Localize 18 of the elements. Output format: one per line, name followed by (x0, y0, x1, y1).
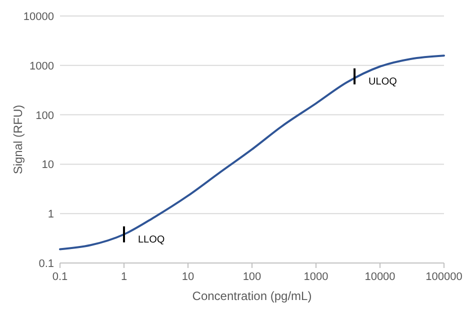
x-tick-label: 0.1 (52, 271, 68, 283)
x-tick-label: 1 (120, 271, 128, 283)
y-tick-label: 100 (36, 110, 54, 122)
y-tick-label: 1 (48, 208, 54, 221)
x-tick-label: 10000 (364, 271, 396, 283)
x-tick-label: 1000 (304, 271, 328, 283)
y-tick-label: 1000 (30, 60, 54, 72)
annotation: ULOQ (368, 76, 398, 88)
y-axis-title: Signal (RFU) (11, 104, 25, 174)
y-tick-label: 10 (42, 159, 54, 172)
x-axis-title: Concentration (pg/mL) (192, 289, 312, 303)
line-series (59, 54, 445, 250)
x-tick-label: 10 (182, 271, 194, 283)
y-tick-label: 0.1 (38, 258, 54, 270)
x-tick-label: 100 (242, 271, 262, 283)
x-tick-label: 100000 (426, 271, 462, 283)
annotation: LLOQ (138, 234, 165, 246)
y-tick-label: 10000 (23, 11, 54, 23)
